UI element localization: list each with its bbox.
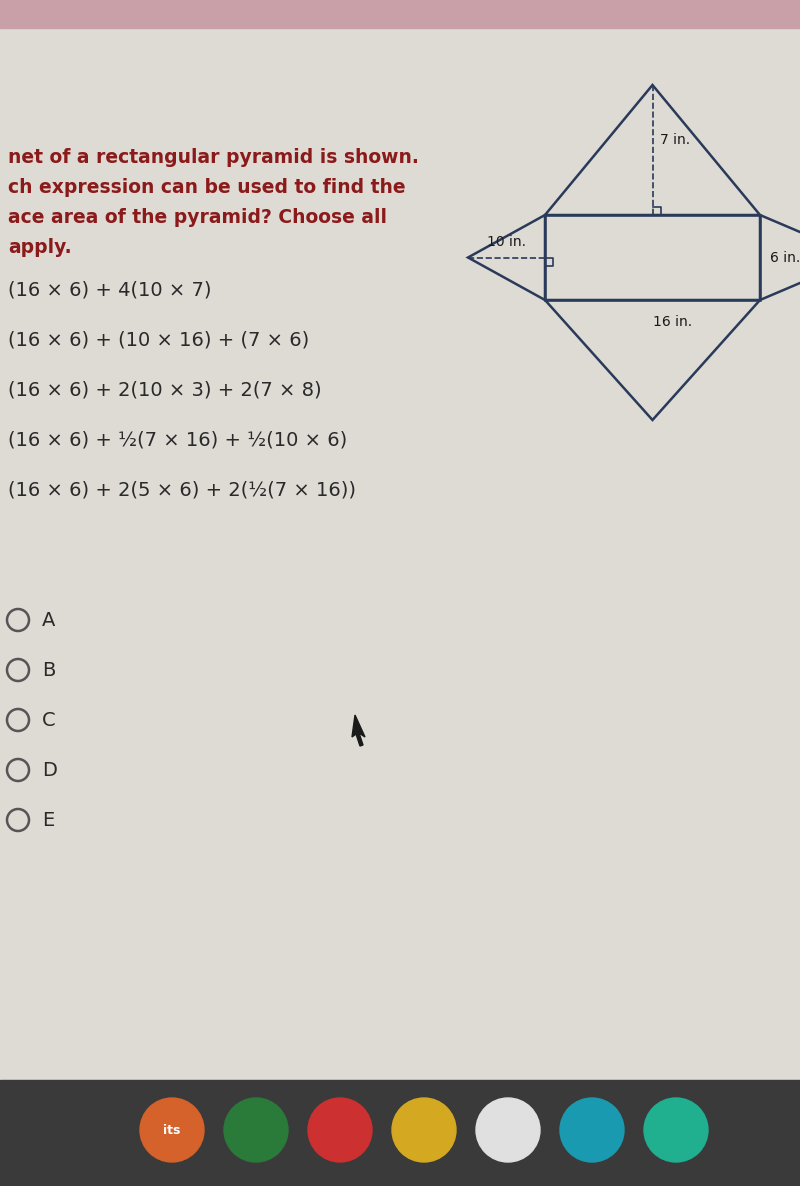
Text: 16 in.: 16 in. [653,315,692,329]
Text: (16 × 6) + 4(10 × 7): (16 × 6) + 4(10 × 7) [8,280,211,299]
Text: D: D [42,760,57,779]
Circle shape [560,1098,624,1162]
Circle shape [140,1098,204,1162]
Text: net of a rectangular pyramid is shown.: net of a rectangular pyramid is shown. [8,148,419,167]
Text: its: its [163,1123,181,1136]
Text: 10 in.: 10 in. [487,236,526,249]
Text: E: E [42,810,54,829]
Text: 6 in.: 6 in. [770,250,800,264]
Text: (16 × 6) + 2(10 × 3) + 2(7 × 8): (16 × 6) + 2(10 × 3) + 2(7 × 8) [8,380,322,398]
Text: (16 × 6) + ½(7 × 16) + ½(10 × 6): (16 × 6) + ½(7 × 16) + ½(10 × 6) [8,431,347,449]
Circle shape [224,1098,288,1162]
Text: apply.: apply. [8,238,72,257]
Circle shape [644,1098,708,1162]
Circle shape [392,1098,456,1162]
Circle shape [476,1098,540,1162]
Bar [0,1080,800,1186]
Circle shape [308,1098,372,1162]
Polygon shape [352,715,365,746]
Bar [545,215,760,300]
Bar [0,0,800,28]
Text: C: C [42,710,56,729]
Text: ch expression can be used to find the: ch expression can be used to find the [8,178,406,197]
Text: (16 × 6) + 2(5 × 6) + 2(½(7 × 16)): (16 × 6) + 2(5 × 6) + 2(½(7 × 16)) [8,480,356,499]
Text: A: A [42,611,55,630]
Text: 7 in.: 7 in. [661,133,690,147]
Text: B: B [42,661,55,680]
Text: ace area of the pyramid? Choose all: ace area of the pyramid? Choose all [8,208,387,227]
Text: (16 × 6) + (10 × 16) + (7 × 6): (16 × 6) + (10 × 16) + (7 × 6) [8,330,310,349]
